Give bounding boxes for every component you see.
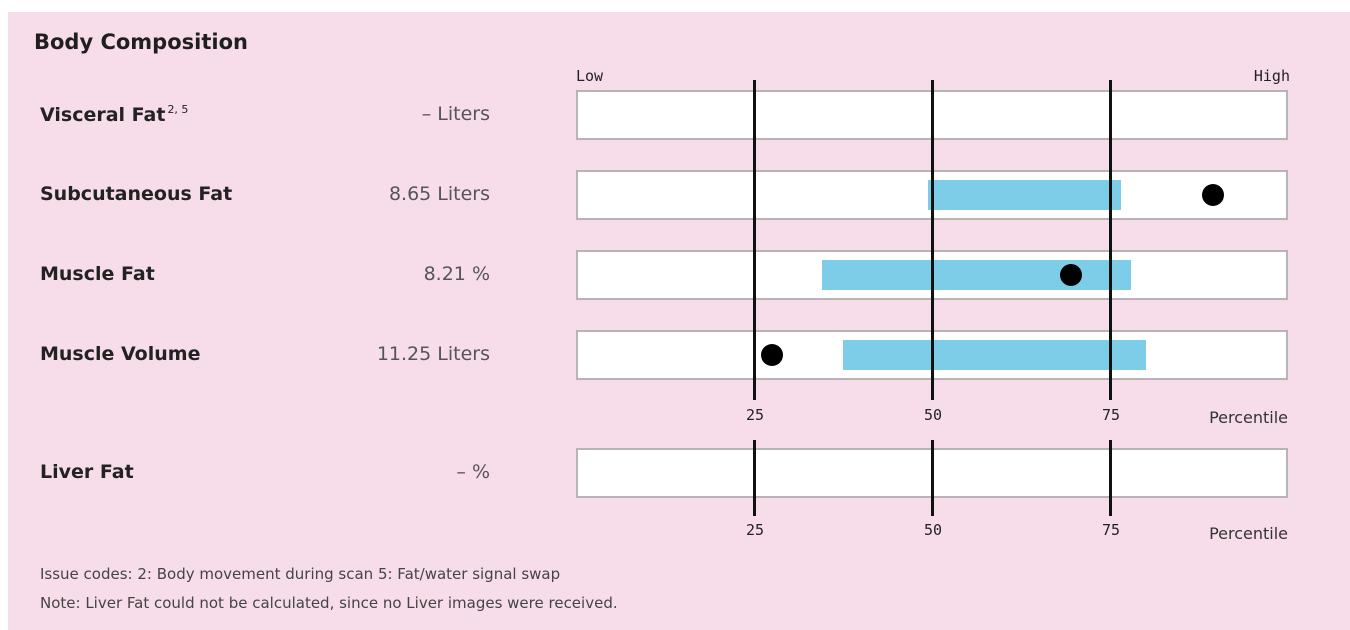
axis-title-percentile: Percentile: [1209, 524, 1288, 543]
row-label-text: Muscle Volume: [40, 343, 201, 365]
row-label-text: Muscle Fat: [40, 263, 155, 285]
marker-dot-muscle-volume: [760, 344, 783, 366]
row-value-muscle-fat: 8.21 %: [423, 263, 490, 285]
issue-codes-note: Issue codes: 2: Body movement during sca…: [40, 565, 561, 583]
row-value-liver-fat: – %: [456, 461, 490, 483]
tick-label-25: 25: [745, 521, 765, 539]
tick-label-75: 75: [1101, 406, 1121, 424]
gridline-50: [931, 80, 934, 400]
row-value-visceral-fat: – Liters: [421, 103, 490, 125]
row-label-muscle-volume: Muscle Volume: [40, 343, 200, 365]
row-value-subcutaneous-fat: 8.65 Liters: [388, 183, 490, 205]
row-label-liver-fat: Liver Fat: [40, 461, 134, 483]
range-bar-subcutaneous-fat: [928, 180, 1121, 210]
marker-dot-subcutaneous-fat: [1202, 184, 1225, 206]
range-bar-muscle-volume: [843, 340, 1146, 370]
row-value-muscle-volume: 11.25 Liters: [376, 343, 490, 365]
row-label-text: Visceral Fat: [40, 104, 166, 126]
tick-label-25: 25: [745, 406, 765, 424]
gridline-75: [1109, 80, 1112, 400]
section-title: Body Composition: [34, 30, 248, 54]
range-bar-muscle-fat: [821, 260, 1132, 290]
issue-code-superscript: 2, 5: [167, 103, 189, 116]
gridline-50: [931, 440, 934, 516]
liver-fat-note: Note: Liver Fat could not be calculated,…: [40, 594, 618, 612]
scale-high-label: High: [1253, 67, 1290, 85]
row-label-text: Subcutaneous Fat: [40, 183, 233, 205]
axis-title-percentile: Percentile: [1209, 408, 1288, 427]
gridline-25: [753, 440, 756, 516]
row-label-muscle-fat: Muscle Fat: [40, 263, 155, 285]
gridline-25: [753, 80, 756, 400]
gridline-75: [1109, 440, 1112, 516]
tick-label-75: 75: [1101, 521, 1121, 539]
tick-label-50: 50: [923, 406, 943, 424]
row-label-visceral-fat: Visceral Fat 2, 5: [40, 103, 188, 126]
row-label-text: Liver Fat: [40, 461, 134, 483]
row-label-subcutaneous-fat: Subcutaneous Fat: [40, 183, 232, 205]
marker-dot-muscle-fat: [1059, 264, 1082, 286]
scale-low-label: Low: [576, 67, 604, 85]
tick-label-50: 50: [923, 521, 943, 539]
